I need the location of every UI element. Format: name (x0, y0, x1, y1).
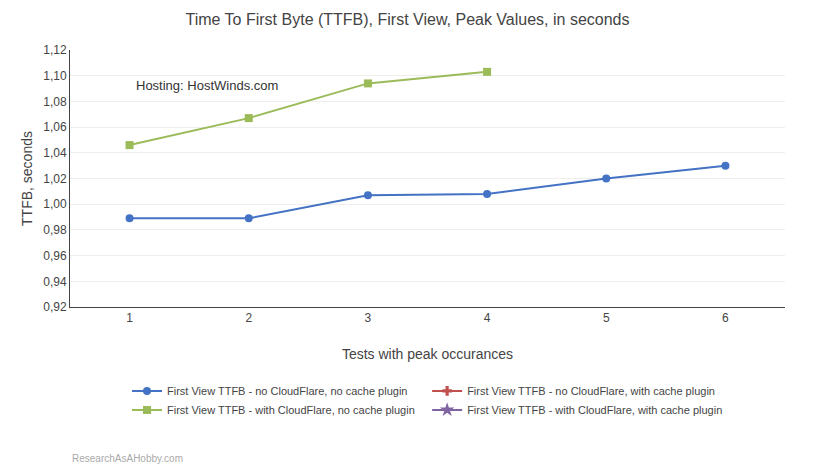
svg-text:5: 5 (603, 311, 610, 325)
svg-text:1,08: 1,08 (43, 95, 67, 109)
svg-text:3: 3 (365, 311, 372, 325)
svg-text:0,98: 0,98 (43, 223, 67, 237)
svg-text:1,00: 1,00 (43, 197, 67, 211)
svg-text:1,02: 1,02 (43, 172, 67, 186)
svg-text:Tests with peak occurances: Tests with peak occurances (342, 346, 513, 362)
svg-text:Hosting: HostWinds.com: Hosting: HostWinds.com (136, 78, 278, 93)
svg-text:2: 2 (245, 311, 252, 325)
svg-text:TTFB, seconds: TTFB, seconds (19, 131, 35, 226)
svg-text:First View TTFB - no CloudFlar: First View TTFB - no CloudFlare, with ca… (467, 385, 715, 397)
svg-text:1: 1 (126, 311, 133, 325)
svg-text:ResearchAsAHobby.com: ResearchAsAHobby.com (72, 453, 183, 464)
svg-text:Time To First Byte (TTFB), Fir: Time To First Byte (TTFB), First View, P… (186, 11, 630, 28)
svg-text:1,06: 1,06 (43, 120, 67, 134)
svg-text:First View TTFB - with CloudFl: First View TTFB - with CloudFlare, with … (467, 404, 722, 416)
svg-text:0,96: 0,96 (43, 249, 67, 263)
svg-text:1,12: 1,12 (43, 43, 67, 57)
svg-text:1,10: 1,10 (43, 69, 67, 83)
svg-text:0,92: 0,92 (43, 300, 67, 314)
svg-text:First View TTFB - with CloudFl: First View TTFB - with CloudFlare, no ca… (167, 404, 415, 416)
svg-text:First View TTFB - no CloudFlar: First View TTFB - no CloudFlare, no cach… (167, 385, 407, 397)
svg-text:0,94: 0,94 (43, 275, 67, 289)
svg-text:1,04: 1,04 (43, 146, 67, 160)
svg-text:6: 6 (722, 311, 729, 325)
svg-text:4: 4 (484, 311, 491, 325)
